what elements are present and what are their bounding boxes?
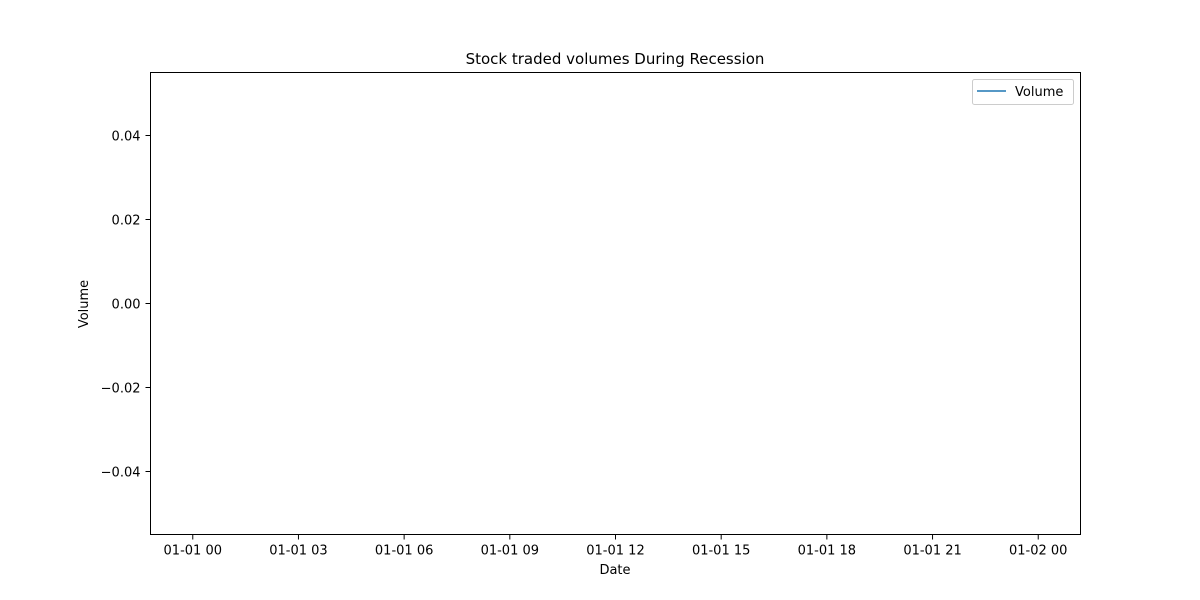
legend-frame: [972, 79, 1074, 105]
legend: Volume: [972, 79, 1074, 105]
y-axis: 0.04 0.02 0.00 −0.02 −0.04: [101, 130, 151, 481]
y-tick-label: −0.04: [101, 466, 141, 481]
x-tick-label: 01-01 06: [375, 544, 433, 559]
x-tick-label: 01-01 03: [269, 544, 327, 559]
x-axis-label: Date: [599, 563, 630, 578]
x-tick-label: 01-01 21: [903, 544, 961, 559]
x-tick-label: 01-01 15: [692, 544, 750, 559]
legend-label-volume: Volume: [1015, 85, 1063, 100]
y-tick-label: 0.00: [112, 298, 141, 313]
x-axis: 01-01 00 01-01 03 01-01 06 01-01 09 01-01 12…: [164, 534, 1067, 559]
y-tick-label: 0.04: [112, 130, 141, 145]
y-tick-label: 0.02: [112, 214, 141, 229]
x-tick-label: 01-01 00: [164, 544, 222, 559]
y-tick-label: −0.02: [101, 382, 141, 397]
x-tick-label: 01-02 00: [1009, 544, 1067, 559]
y-axis-label: Volume: [77, 280, 92, 328]
x-tick-label: 01-01 18: [798, 544, 856, 559]
plot-area: [150, 72, 1081, 535]
x-tick-label: 01-01 12: [586, 544, 644, 559]
x-tick-label: 01-01 09: [481, 544, 539, 559]
chart-title: Stock traded volumes During Recession: [466, 50, 765, 68]
